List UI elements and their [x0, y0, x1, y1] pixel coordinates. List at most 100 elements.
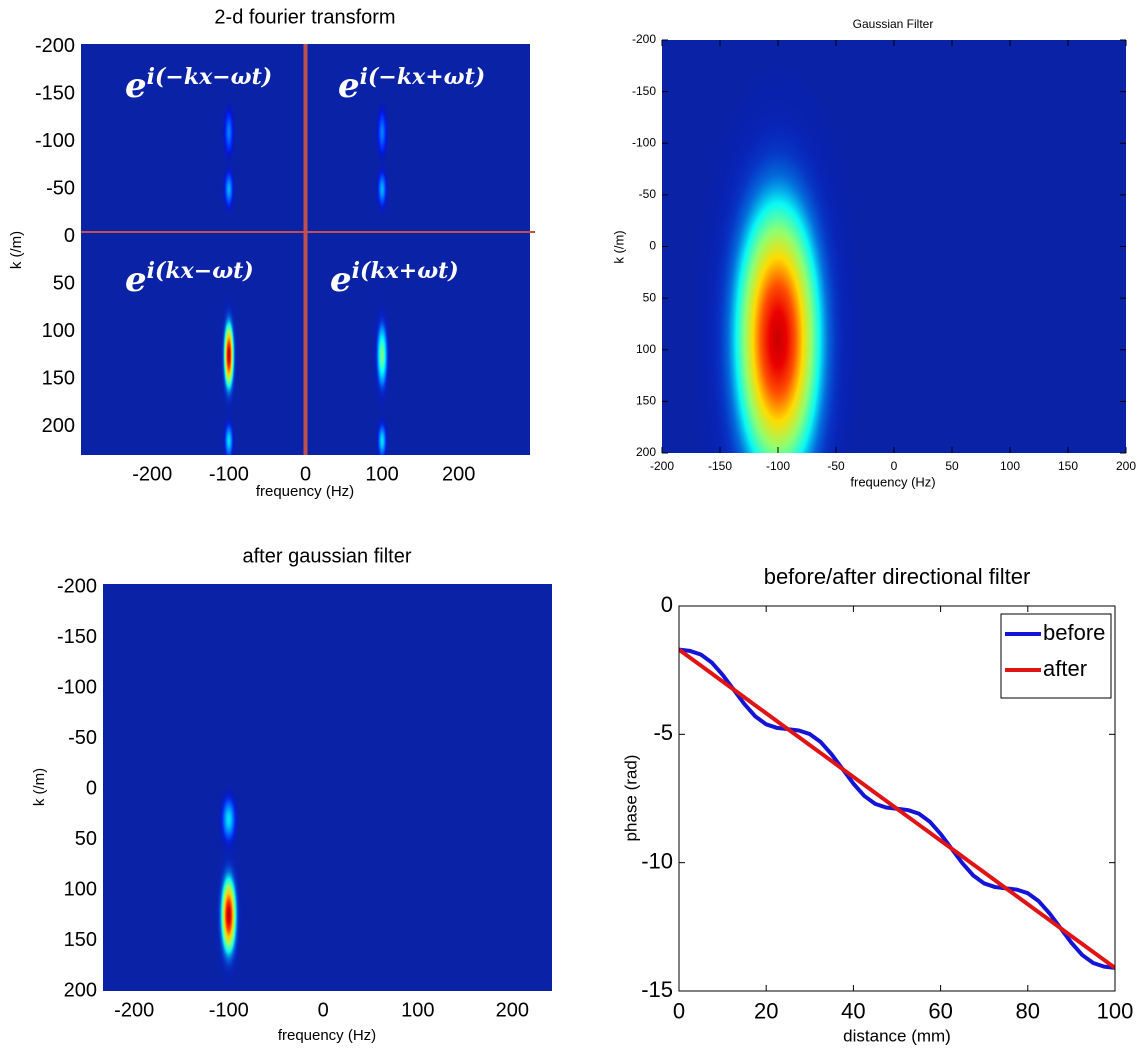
heatmap-peak — [372, 298, 392, 413]
y-axis-label: k (/m) — [8, 231, 25, 269]
x-axis-label: frequency (Hz) — [256, 483, 354, 500]
equation-base: e — [338, 66, 360, 106]
heatmap-peak — [219, 292, 239, 418]
y-tick-label: -100 — [57, 676, 97, 698]
x-tick-label: 80 — [1016, 998, 1040, 1023]
heatmap-peak — [694, 66, 862, 453]
x-tick-label: 20 — [754, 998, 778, 1023]
y-tick-label: -50 — [639, 187, 657, 201]
legend-label: after — [1043, 656, 1087, 681]
equation-exponent: i(kx+ωt) — [352, 258, 459, 284]
equation-exponent: i(−kx+ωt) — [360, 64, 486, 90]
y-tick-label: 200 — [42, 415, 75, 437]
y-tick-label: 100 — [64, 878, 97, 900]
lines — [679, 647, 1115, 970]
x-tick-label: 100 — [1000, 459, 1020, 473]
chart-title: Gaussian Filter — [853, 17, 934, 31]
x-tick-label: -200 — [132, 463, 172, 485]
y-tick-label: -150 — [35, 83, 75, 105]
x-tick-label: 0 — [673, 998, 685, 1023]
y-tick-label: -200 — [632, 32, 656, 46]
y-tick-label: 150 — [42, 367, 75, 389]
equation-exponent: i(−kx−ωt) — [147, 64, 273, 90]
heatmap-peak — [375, 160, 390, 218]
y-axis-label: k (/m) — [611, 230, 626, 263]
y-tick-label: 0 — [86, 777, 97, 799]
equation-base: e — [125, 260, 147, 300]
heatmap-image — [694, 66, 862, 453]
x-tick-label: 100 — [365, 463, 398, 485]
y-axis-label: k (/m) — [31, 768, 48, 806]
y-tick-label: 50 — [53, 272, 75, 294]
y-axis-label: phase (rad) — [621, 755, 640, 842]
x-tick-label: 60 — [928, 998, 952, 1023]
y-tick-label: 0 — [64, 225, 75, 247]
y-tick-label: 200 — [636, 445, 656, 459]
y-tick-label: -5 — [653, 720, 673, 745]
panel: -200 -100 0 100 200 -200 -150 -100 -50 0 50 100 150 2… — [31, 545, 552, 1044]
y-tick-label: -10 — [641, 848, 673, 873]
y-tick-label: -100 — [35, 130, 75, 152]
equation-annotation: ei(−kx−ωt) — [125, 64, 272, 106]
y-tick-label: 150 — [64, 929, 97, 951]
x-axis-label: distance (mm) — [843, 1026, 951, 1045]
x-axis-label: frequency (Hz) — [850, 474, 935, 489]
y-tick-label: -50 — [46, 178, 75, 200]
x-tick-label: 200 — [442, 463, 475, 485]
chart-title: 2-d fourier transform — [214, 6, 395, 28]
x-tick-label: -100 — [209, 999, 249, 1021]
heatmap-peak — [214, 842, 243, 988]
heatmap-peak — [221, 98, 236, 167]
x-tick-label: 100 — [1097, 998, 1134, 1023]
y-tick-label: -150 — [57, 626, 97, 648]
y-tick-label: 50 — [75, 828, 97, 850]
equation-base: e — [125, 66, 147, 106]
x-tick-label: -50 — [827, 459, 845, 473]
heatmap-peak — [221, 412, 236, 455]
y-tick-label: -200 — [35, 35, 75, 57]
equation-annotation: ei(kx+ωt) — [330, 258, 459, 300]
x-tick-label: 200 — [496, 999, 529, 1021]
heatmap-peak — [375, 98, 390, 167]
heatmap-peak — [217, 782, 241, 856]
x-tick-label: 100 — [401, 999, 434, 1021]
legend-box — [1000, 613, 1112, 699]
legend-label: before — [1043, 620, 1105, 645]
y-tick-label: 100 — [636, 342, 656, 356]
y-tick-label: -100 — [632, 135, 656, 149]
x-tick-label: 50 — [945, 459, 959, 473]
y-tick-label: -150 — [632, 84, 656, 98]
x-tick-label: 0 — [891, 459, 898, 473]
heatmap-image — [219, 98, 392, 455]
heatmap-image — [214, 782, 243, 988]
y-tick-label: 150 — [636, 394, 656, 408]
panel: -200 -150 -100 -50 0 50 100 150 200-200-150-100-… — [611, 17, 1136, 489]
x-tick-label: -100 — [766, 459, 790, 473]
equation-exponent: i(kx−ωt) — [147, 258, 254, 284]
x-tick-label: 150 — [1058, 459, 1078, 473]
x-axis-label: frequency (Hz) — [278, 1027, 376, 1044]
y-tick-label: 100 — [42, 320, 75, 342]
y-tick-label: 200 — [64, 979, 97, 1001]
x-tick-label: 0 — [318, 999, 329, 1021]
x-tick-label: -100 — [209, 463, 249, 485]
x-tick-label: -150 — [708, 459, 732, 473]
x-tick-label: -200 — [114, 999, 154, 1021]
panel: before after 0 20 40 60 80 100 0 -5 -10 -15 before/a… — [621, 564, 1133, 1046]
y-tick-label: -50 — [68, 727, 97, 749]
panel: ei(−kx−ωt) ei(−kx+ωt)ei(kx−ωt) ei(kx+ωt)-2… — [8, 6, 535, 500]
series-line — [679, 648, 1115, 970]
chart-title: before/after directional filter — [764, 564, 1031, 589]
heatmap-peak — [375, 412, 390, 455]
equation-base: e — [330, 260, 352, 300]
y-tick-label: -200 — [57, 575, 97, 597]
equation-annotation: ei(−kx+ωt) — [338, 64, 485, 106]
plot-frame — [678, 605, 1116, 992]
y-tick-label: 0 — [649, 239, 656, 253]
x-tick-label: -200 — [650, 459, 674, 473]
y-tick-label: -15 — [641, 977, 673, 1002]
heatmap-background — [103, 584, 552, 991]
y-tick-label: 50 — [643, 290, 657, 304]
x-tick-label: 40 — [841, 998, 865, 1023]
